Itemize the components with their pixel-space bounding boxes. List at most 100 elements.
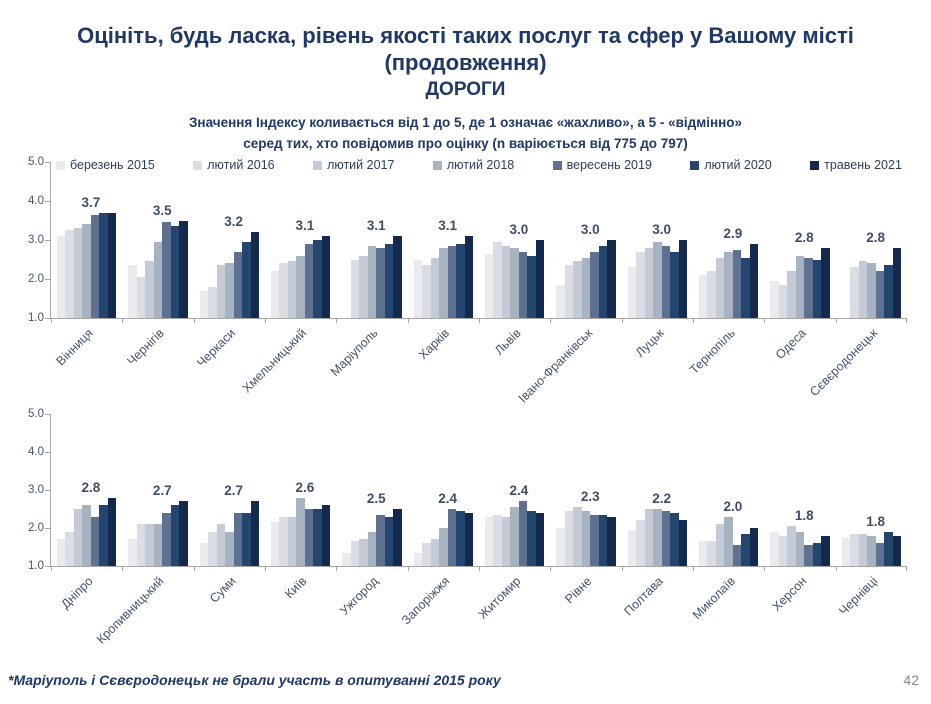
legend-item: березень 2015 <box>56 158 155 172</box>
bar <box>590 251 599 318</box>
bar <box>707 541 716 566</box>
x-axis-tick <box>621 318 623 323</box>
bar <box>270 522 280 566</box>
bar <box>670 512 679 566</box>
category-label: Ужгород <box>337 574 381 618</box>
y-axis-tick <box>45 317 51 319</box>
chart-legend: березень 2015 лютий 2016 лютий 2017 лютий 2… <box>56 158 902 172</box>
bar <box>145 261 154 318</box>
x-axis-tick <box>693 318 694 323</box>
bar <box>136 277 146 318</box>
bar <box>376 247 385 318</box>
bar-group: 2.6 <box>265 414 336 566</box>
bar-group: 3.0 <box>550 162 621 318</box>
y-axis-tick-label: 3.0 <box>28 484 44 496</box>
category-label: Запоріжжя <box>398 574 453 628</box>
bar <box>884 531 893 566</box>
bar <box>715 524 725 566</box>
y-axis-tick <box>45 489 51 491</box>
bar <box>636 251 645 318</box>
value-label: 3.1 <box>366 218 386 234</box>
bar <box>313 240 322 318</box>
y-axis-tick <box>45 200 51 202</box>
bar-group: 2.8 <box>51 414 122 566</box>
bar <box>107 212 117 318</box>
category-label: Чернівці <box>836 574 881 619</box>
bar <box>304 243 314 318</box>
bar <box>484 516 494 566</box>
bar-group: 3.7 <box>51 162 122 318</box>
bar <box>170 505 180 566</box>
x-axis-tick <box>193 566 195 571</box>
bar <box>510 247 519 318</box>
bar <box>447 509 457 566</box>
value-label: 1.8 <box>794 508 814 524</box>
bar <box>749 528 759 566</box>
bar <box>233 251 243 318</box>
x-axis-tick <box>550 318 552 323</box>
x-axis-tick <box>265 566 266 571</box>
bar <box>99 505 108 566</box>
bar <box>422 265 431 318</box>
bar-group: 3.1 <box>265 162 336 318</box>
subtitle-line-2: серед тих, хто повідомив про оцінку (n в… <box>243 136 688 151</box>
x-axis-tick <box>621 566 623 571</box>
bar <box>439 528 448 566</box>
bar <box>493 241 502 318</box>
bar <box>535 240 545 318</box>
y-axis-tick-label: 5.0 <box>28 408 44 420</box>
x-axis-tick <box>265 318 266 323</box>
bar <box>225 263 234 318</box>
bar <box>598 514 608 566</box>
bar <box>90 516 100 566</box>
bar <box>321 505 331 566</box>
y-axis-tick-label: 2.0 <box>28 273 44 285</box>
bar <box>821 247 830 318</box>
y-axis-tick-label: 2.0 <box>28 522 44 534</box>
x-axis-tick <box>906 566 907 571</box>
bar <box>82 505 91 566</box>
bar <box>581 257 591 318</box>
bar <box>867 263 876 318</box>
bar <box>795 255 805 318</box>
bar <box>715 257 725 318</box>
value-label: 3.0 <box>580 222 600 237</box>
value-label: 2.9 <box>723 225 743 241</box>
bar <box>250 232 260 318</box>
category-label: Одеса <box>772 326 809 362</box>
bar <box>162 512 171 566</box>
bar-group: 2.8 <box>764 162 835 318</box>
bar <box>556 528 565 566</box>
bar <box>208 286 217 318</box>
x-axis-tick <box>122 318 124 323</box>
legend-swatch-icon <box>193 160 203 170</box>
bar-group: 3.5 <box>122 162 193 318</box>
bar <box>892 535 902 566</box>
legend-swatch-icon <box>56 160 65 170</box>
bar <box>170 226 180 318</box>
bar <box>422 543 431 566</box>
category-label: Харків <box>416 326 453 363</box>
bar-group: 2.9 <box>693 162 764 318</box>
x-axis-tick <box>479 318 480 323</box>
bar <box>875 543 885 566</box>
bar <box>287 261 297 318</box>
bar <box>812 543 822 566</box>
bar <box>535 512 545 566</box>
bar <box>493 514 502 566</box>
bar <box>850 267 859 318</box>
y-axis-tick-label: 3.0 <box>28 234 44 246</box>
bar <box>804 257 813 318</box>
title-line-2: (продовження) <box>384 50 547 75</box>
bar <box>153 241 163 318</box>
bar <box>581 510 591 566</box>
bar <box>564 265 574 318</box>
bar <box>242 241 251 318</box>
x-axis-tick <box>51 566 52 571</box>
bar <box>216 524 226 566</box>
footnote: *Маріуполь і Сєвєродонецьк не брали учас… <box>8 672 501 688</box>
page-title: Оцініть, будь ласка, рівень якості таких… <box>20 22 911 102</box>
bar <box>350 541 360 566</box>
x-axis-tick <box>122 566 124 571</box>
legend-item: лютий 2017 <box>313 158 394 172</box>
